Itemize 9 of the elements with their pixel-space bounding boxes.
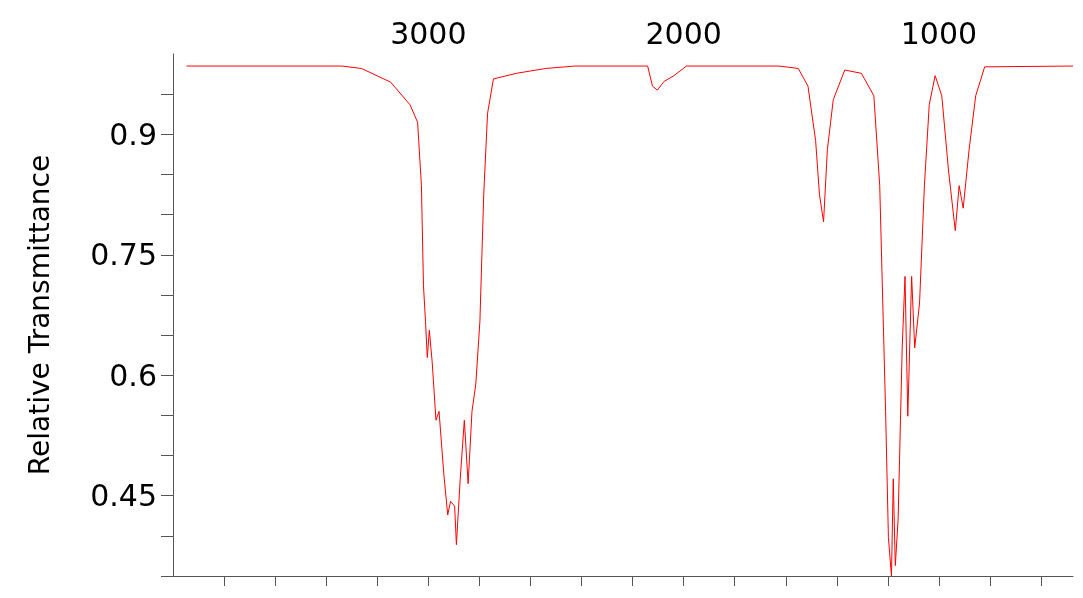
y-tick-label: 0.6 bbox=[109, 357, 157, 393]
y-tick-label: 0.45 bbox=[90, 478, 157, 514]
line-series bbox=[186, 65, 1074, 577]
y-tick-label: 0.9 bbox=[109, 116, 157, 152]
y-tick-label: 0.75 bbox=[90, 237, 157, 273]
x-tick-label: 2000 bbox=[645, 15, 722, 51]
y-axis-title: Relative Transmittance bbox=[22, 154, 56, 476]
x-tick-label: 1000 bbox=[900, 15, 978, 51]
x-tick-label: 3000 bbox=[390, 15, 467, 51]
